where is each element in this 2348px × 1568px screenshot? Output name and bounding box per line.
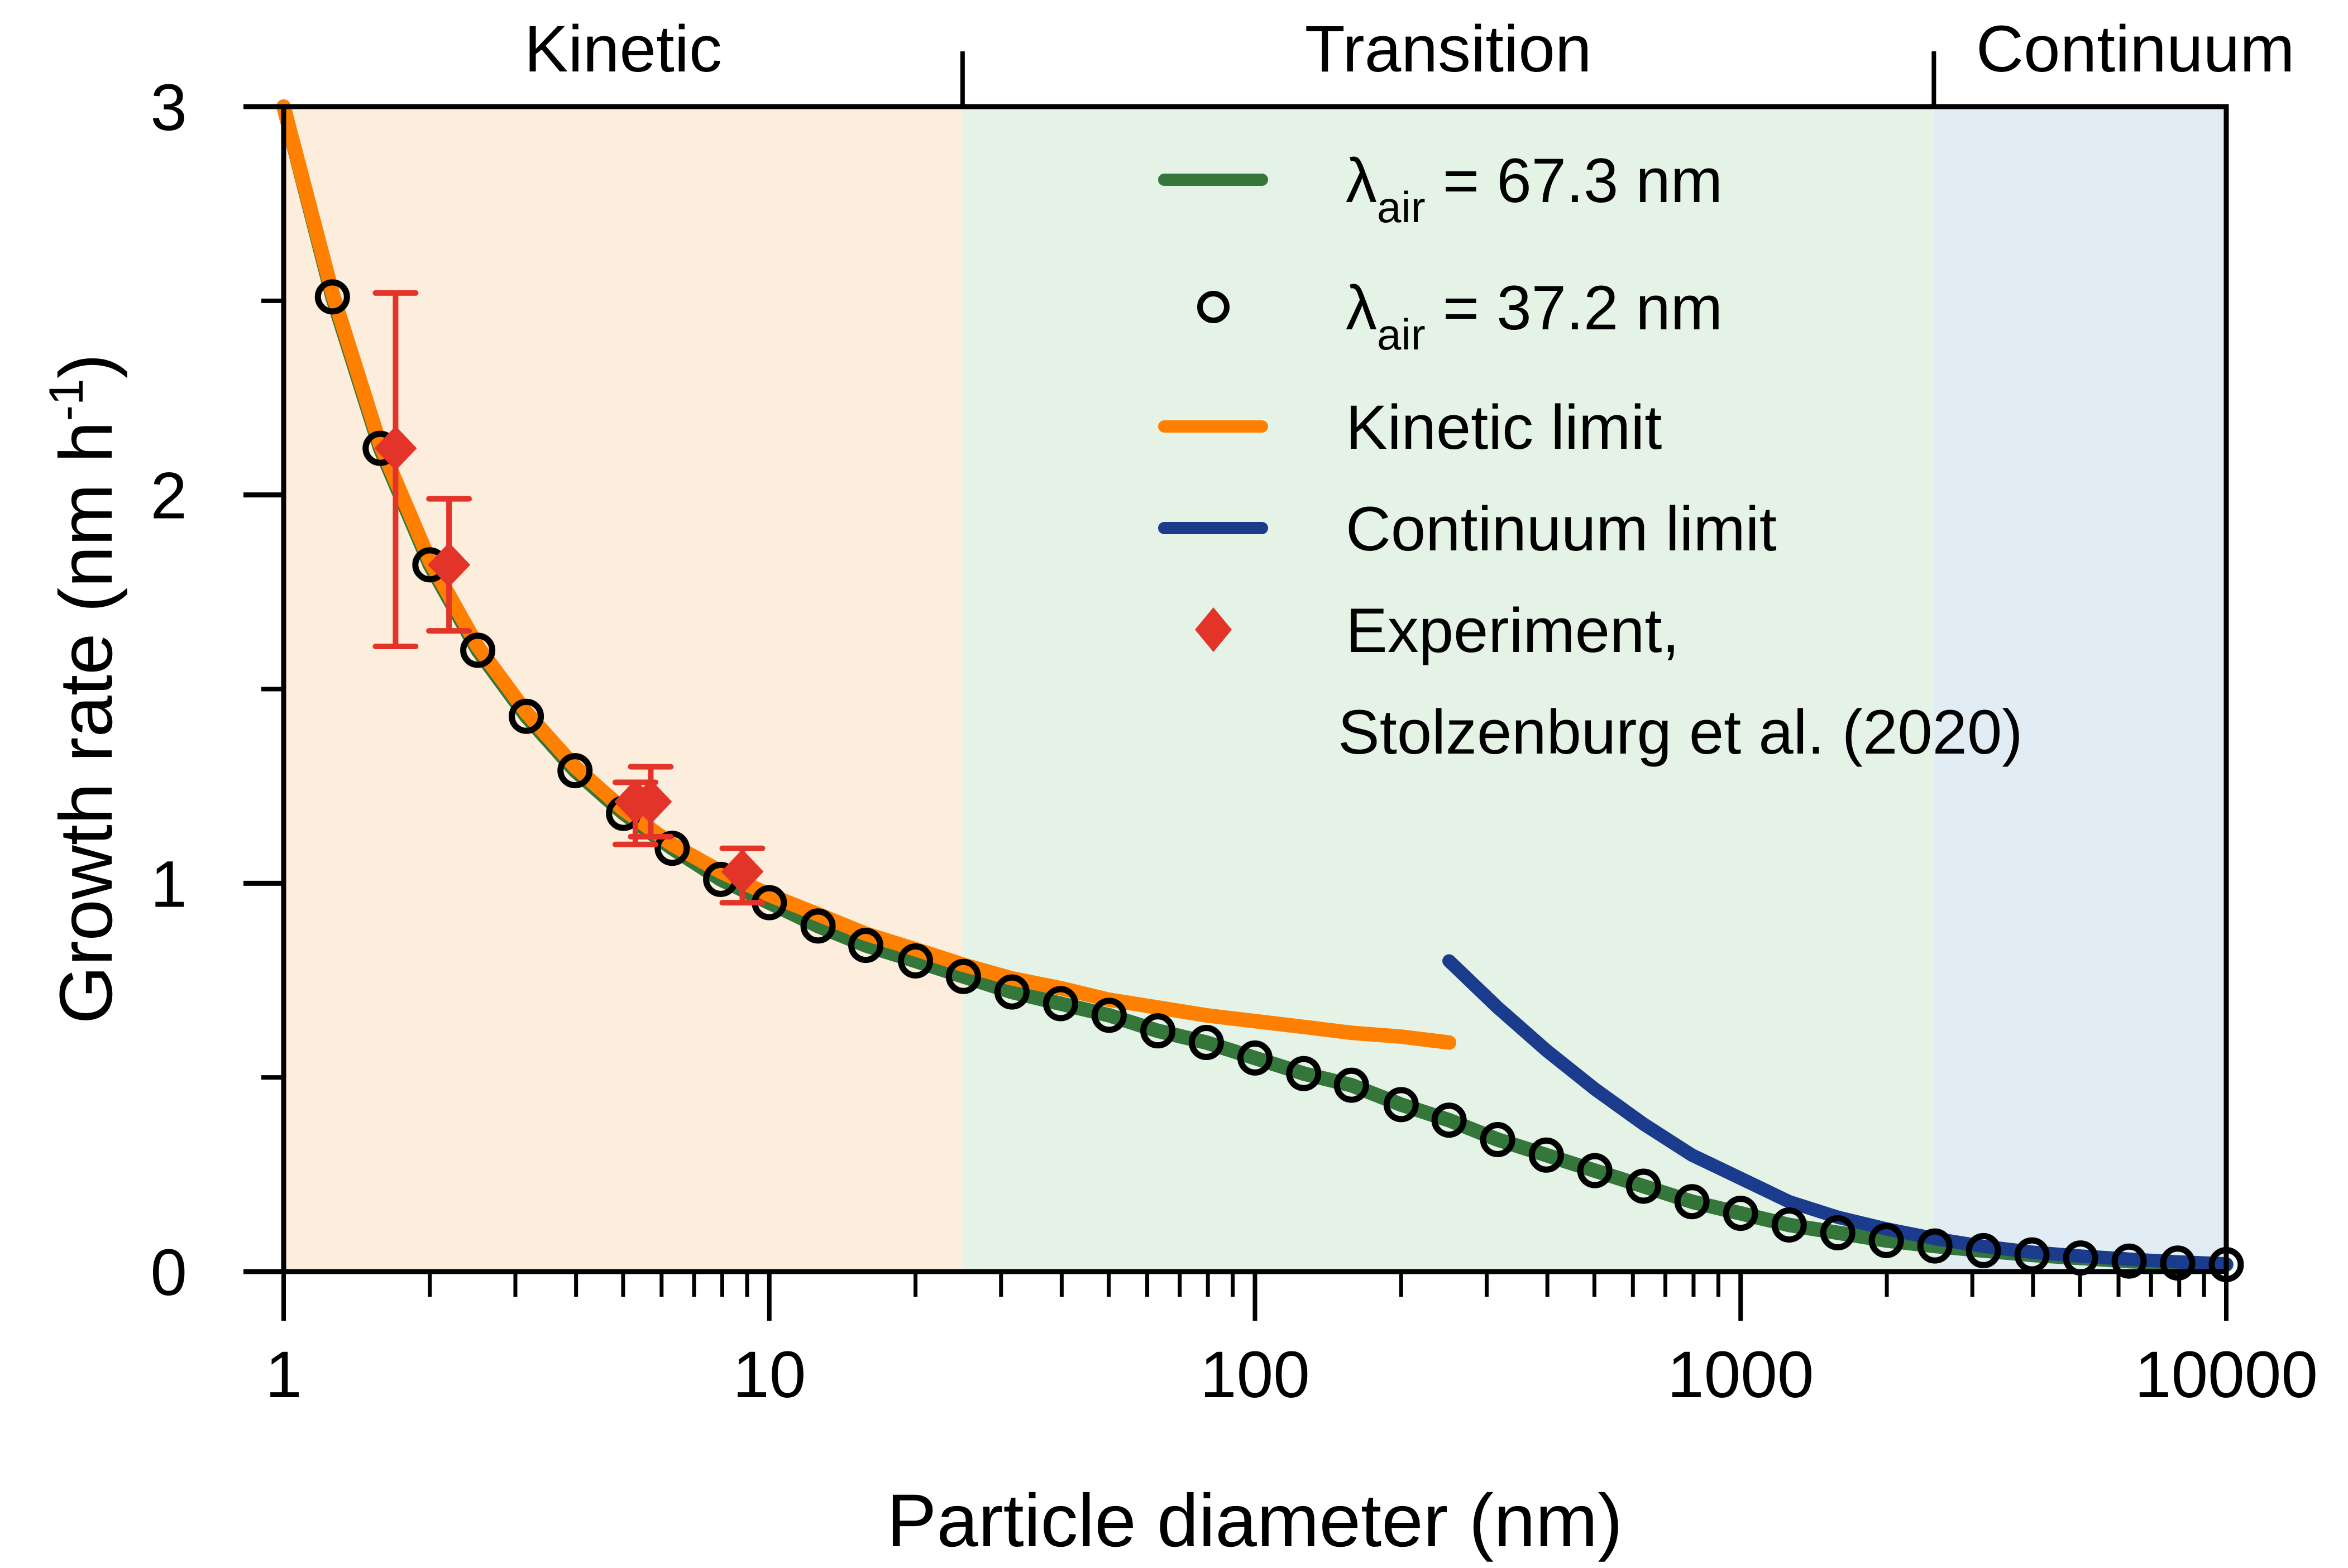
data-point-lambda-37 xyxy=(1431,1102,1467,1138)
data-point-experiment xyxy=(428,542,471,587)
data-point-lambda-37 xyxy=(1237,1040,1273,1076)
regime-backgrounds xyxy=(284,107,2226,1272)
data-point-lambda-37 xyxy=(509,698,544,734)
data-point-lambda-37 xyxy=(1723,1196,1758,1231)
x-tick-label: 10 xyxy=(733,1338,806,1412)
data-point-lambda-37 xyxy=(1140,1013,1176,1049)
y-axis-title-close: ) xyxy=(45,354,128,379)
legend-value: = 37.2 nm xyxy=(1426,273,1723,343)
legend-subscript: air xyxy=(1377,183,1426,232)
legend-label-kinetic-limit: Kinetic limit xyxy=(1346,392,1662,462)
region-continuum xyxy=(1934,107,2226,1272)
region-transition xyxy=(962,107,1934,1272)
legend-swatch-experiment xyxy=(1195,607,1232,652)
legend-label-lambda-37: λair = 37.2 nm xyxy=(1346,273,1723,359)
y-tick-label: 2 xyxy=(150,459,187,533)
data-point-experiment xyxy=(629,779,672,824)
data-point-lambda-37 xyxy=(1966,1233,2001,1268)
data-point-lambda-37 xyxy=(1286,1056,1322,1091)
data-point-lambda-37 xyxy=(1577,1153,1613,1188)
legend-label-continuum-limit: Continuum limit xyxy=(1346,494,1777,564)
region-label-transition: Transition xyxy=(1305,12,1592,86)
data-point-lambda-37 xyxy=(2111,1243,2147,1279)
data-point-lambda-37 xyxy=(1625,1168,1661,1204)
data-point-lambda-37 xyxy=(1383,1087,1419,1123)
x-tick-label: 1000 xyxy=(1667,1338,1814,1412)
y-axis-title-superscript: -1 xyxy=(40,378,93,421)
data-point-lambda-37 xyxy=(1528,1137,1564,1173)
legend-lambda: λ xyxy=(1346,146,1377,215)
y-axis-title-main: Growth rate (nm h xyxy=(45,421,128,1024)
legend-label-experiment-citation: Stolzenburg et al. (2020) xyxy=(1338,697,2023,767)
data-point-lambda-37 xyxy=(800,908,836,944)
x-tick-label: 100 xyxy=(1200,1338,1310,1412)
data-point-lambda-37 xyxy=(1674,1184,1710,1220)
data-point-lambda-37 xyxy=(1868,1222,1904,1258)
data-point-lambda-37 xyxy=(1480,1121,1515,1157)
series-layer xyxy=(276,99,2244,1282)
legend-value: = 67.3 nm xyxy=(1426,146,1723,215)
y-tick-label: 0 xyxy=(150,1236,187,1310)
y-tick-label: 1 xyxy=(150,847,187,921)
data-point-lambda-37 xyxy=(557,753,593,789)
data-point-lambda-37 xyxy=(1917,1228,1953,1264)
data-point-lambda-37 xyxy=(994,974,1030,1010)
region-kinetic xyxy=(284,107,963,1272)
legend-label-lambda-67: λair = 67.3 nm xyxy=(1346,146,1723,232)
x-tick-label: 10000 xyxy=(2135,1338,2318,1412)
data-point-lambda-37 xyxy=(898,943,934,979)
region-label-kinetic: Kinetic xyxy=(524,12,722,86)
data-point-experiment xyxy=(374,426,417,471)
x-axis-title: Particle diameter (nm) xyxy=(887,1479,1623,1562)
data-point-lambda-37 xyxy=(654,831,690,866)
region-label-continuum: Continuum xyxy=(1976,12,2295,86)
legend-lambda: λ xyxy=(1346,273,1377,343)
data-point-experiment xyxy=(721,849,764,894)
data-point-lambda-37 xyxy=(1820,1215,1856,1250)
axes: 1 10 100 1000 10000 0 1 2 3 xyxy=(150,71,2318,1412)
data-point-lambda-37 xyxy=(314,279,350,315)
y-tick-label: 3 xyxy=(150,71,187,145)
legend-label-experiment: Experiment, xyxy=(1346,596,1680,665)
data-point-lambda-37 xyxy=(460,632,496,668)
data-point-lambda-37 xyxy=(1188,1025,1224,1061)
data-point-lambda-37 xyxy=(1771,1207,1807,1243)
legend-swatch-lambda-37 xyxy=(1197,291,1230,323)
data-point-lambda-37 xyxy=(945,958,981,994)
data-point-lambda-37 xyxy=(1043,986,1078,1022)
data-point-lambda-37 xyxy=(1333,1067,1369,1103)
legend-subscript: air xyxy=(1377,310,1426,359)
regime-labels: Kinetic Transition Continuum xyxy=(524,12,2295,107)
y-axis-title: Growth rate (nm h-1) xyxy=(40,354,128,1024)
data-point-lambda-37 xyxy=(848,928,884,963)
x-tick-label: 1 xyxy=(265,1338,302,1412)
data-point-lambda-37 xyxy=(1091,998,1127,1033)
